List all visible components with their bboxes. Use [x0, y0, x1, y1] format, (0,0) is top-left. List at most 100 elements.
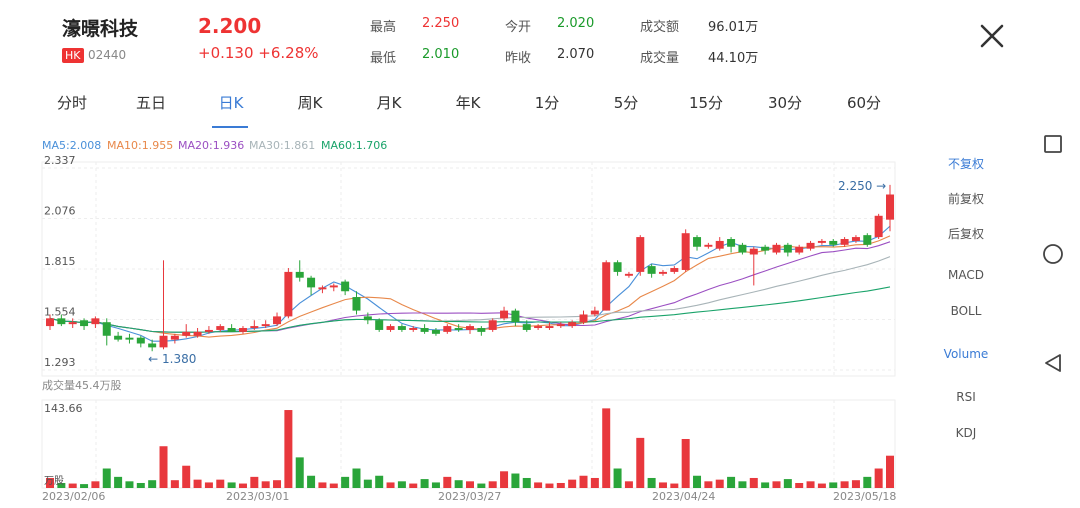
candlestick-chart[interactable]: 2.337 2.076 1.815 1.554 1.293 2.250 → ← 1.380 成… [0, 150, 1080, 508]
candle-body [749, 248, 758, 255]
tab-8[interactable]: 15分 [688, 94, 724, 112]
candle-body [624, 273, 633, 276]
volume-bar [204, 482, 213, 488]
candle-body [250, 326, 259, 329]
volume-bar [556, 482, 565, 488]
stat-label: 成交额 [640, 20, 680, 35]
candle-body [102, 322, 111, 336]
volume-bar [295, 457, 304, 488]
adjust-option[interactable]: 不复权 [947, 157, 985, 171]
volume-bar [840, 481, 849, 488]
candle-body [341, 281, 350, 292]
volume-bar [749, 477, 758, 488]
volume-title: 成交量45.4万股 [42, 378, 122, 392]
volume-bar [886, 455, 894, 488]
volume-bar [511, 473, 520, 488]
volume-bar [409, 483, 418, 488]
candle-body [227, 328, 236, 332]
volume-bar [68, 483, 77, 488]
candle-body [57, 318, 66, 325]
stat-value: 44.10万 [708, 51, 759, 66]
stat-value: 2.010 [422, 47, 460, 62]
candle-body [409, 328, 418, 330]
indicator-option[interactable]: BOLL [950, 304, 982, 318]
volume-bar [568, 479, 577, 488]
candle-body [477, 328, 486, 332]
candle-body [238, 328, 247, 332]
tab-10[interactable]: 60分 [846, 94, 882, 112]
ma-legend-item: MA20:1.936 [178, 139, 245, 152]
tab-9[interactable]: 30分 [767, 94, 803, 112]
candle-body [307, 277, 316, 288]
ma-legend-item: MA10:1.955 [107, 139, 174, 152]
tab-5[interactable]: 年K [455, 94, 481, 112]
volume-bar [386, 482, 395, 488]
candle-body [511, 310, 520, 323]
candle-body [545, 326, 554, 329]
candle-body [273, 316, 282, 325]
y-tick-label: 2.337 [44, 154, 76, 167]
volume-bar [307, 475, 316, 488]
adjust-option[interactable]: 前复权 [947, 192, 985, 206]
tab-3[interactable]: 周K [297, 94, 323, 112]
candle-body [658, 271, 667, 274]
volume-bar [602, 408, 611, 488]
tab-1[interactable]: 五日 [135, 94, 167, 112]
stat-value: 2.070 [557, 47, 595, 62]
tab-0[interactable]: 分时 [56, 94, 88, 112]
indicator-option[interactable]: KDJ [955, 426, 977, 440]
candle-body [80, 320, 89, 327]
volume-bar [431, 482, 440, 488]
volume-bar [238, 483, 247, 488]
volume-bar [590, 477, 599, 488]
indicator-option[interactable]: Volume [943, 347, 989, 361]
ma30-line [49, 256, 891, 333]
volume-bar [534, 482, 543, 488]
volume-bar [738, 481, 747, 488]
back-triangle-icon[interactable] [1042, 352, 1064, 374]
candle-body [318, 287, 327, 290]
tab-2[interactable]: 日K [218, 94, 244, 112]
stat-value: 96.01万 [708, 20, 759, 35]
close-icon[interactable] [976, 20, 1008, 52]
volume-bar [329, 483, 338, 488]
volume-bar [863, 476, 872, 488]
candle-body [148, 343, 157, 348]
candle-body [795, 246, 804, 253]
candle-body [46, 318, 54, 327]
candle-body [352, 297, 361, 311]
volume-bar [250, 476, 259, 488]
volume-bar [874, 468, 883, 488]
candle-body [590, 310, 599, 315]
volume-bar [704, 481, 713, 488]
candle-body [602, 262, 611, 311]
stat-value: 2.250 [422, 16, 460, 31]
candle-body [647, 266, 656, 274]
stat-value: 2.020 [557, 16, 595, 31]
adjust-option[interactable]: 后复权 [947, 227, 985, 241]
tab-6[interactable]: 1分 [534, 94, 560, 112]
volume-bar [670, 483, 679, 488]
circle-nav-icon[interactable] [1042, 243, 1064, 265]
tab-4[interactable]: 月K [376, 94, 402, 112]
indicator-option[interactable]: RSI [956, 390, 976, 404]
volume-bar [500, 471, 509, 488]
volume-unit-label: 万股 [44, 475, 64, 487]
volume-bar [477, 483, 486, 488]
volume-bar [261, 481, 270, 488]
candle-body [295, 271, 304, 278]
volume-bar [57, 482, 66, 488]
y-tick-label: 1.293 [44, 356, 76, 369]
volume-bar [817, 483, 826, 488]
volume-bar [624, 481, 633, 488]
tab-7[interactable]: 5分 [613, 94, 639, 112]
indicator-option[interactable]: MACD [948, 268, 984, 282]
candle-body [738, 244, 747, 253]
candle-body [715, 240, 724, 249]
volume-bar [182, 465, 191, 488]
volume-max-label: 143.66 [44, 402, 83, 415]
volume-frame [41, 399, 896, 489]
candle-body [431, 329, 440, 334]
square-nav-icon[interactable] [1043, 134, 1063, 154]
volume-bar [375, 475, 384, 488]
